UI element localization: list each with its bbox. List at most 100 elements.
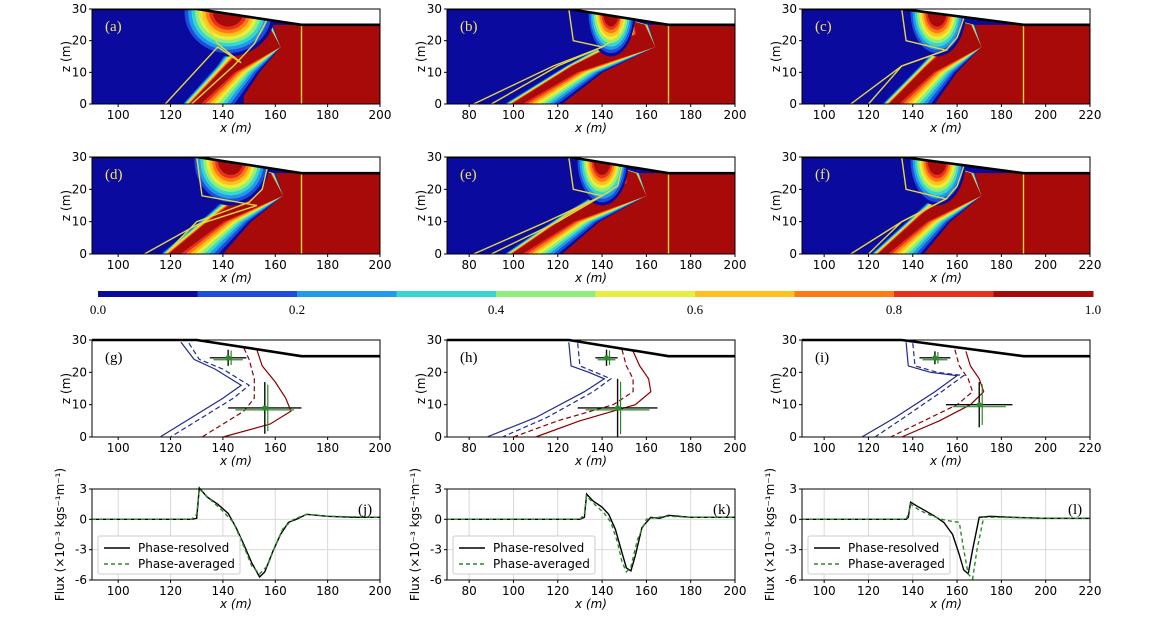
colorbar-segment [396, 291, 497, 297]
colorbar-segment [993, 291, 1094, 297]
panel-label: (d) [105, 167, 123, 183]
axes-frame [801, 339, 1091, 438]
x-axis-label: x (m) [219, 121, 252, 135]
isoline [874, 343, 966, 438]
x-tick-label: 180 [990, 441, 1013, 455]
axes-frame [91, 8, 381, 105]
y-tick-label: 0 [79, 247, 87, 261]
isoline [535, 351, 652, 438]
panel-c: (c) 100 120 140 160 180 200 220 0 10 20 30 x (m) z (m… [769, 2, 1102, 135]
x-tick-label: 100 [813, 584, 836, 598]
x-tick-label: 100 [813, 441, 836, 455]
y-tick-label: 3 [789, 482, 797, 496]
x-tick-label: 120 [159, 441, 182, 455]
legend-box [807, 535, 951, 575]
x-axis-label: x (m) [929, 454, 962, 468]
y-tick-label: 30 [427, 2, 442, 16]
y-tick-label: 30 [427, 333, 442, 347]
x-tick-label: 200 [724, 258, 747, 272]
y-tick-label: 10 [782, 398, 797, 412]
zone-boundary-line [867, 18, 965, 104]
x-axis-label: x (m) [574, 454, 607, 468]
x-tick-label: 180 [316, 584, 339, 598]
legend-entry: Phase-averaged [138, 557, 235, 571]
air-region [92, 9, 380, 25]
x-axis-label: x (m) [219, 597, 252, 611]
x-tick-label: 120 [159, 108, 182, 122]
bed-surface-line [92, 9, 380, 27]
y-tick-label: -3 [430, 543, 442, 557]
colorbar-tick-label: 0.2 [289, 302, 305, 317]
y-tick-label: 10 [427, 65, 442, 79]
panel-label: (l) [1068, 502, 1082, 518]
y-tick-label: 20 [72, 365, 87, 379]
x-tick-label: 160 [264, 258, 287, 272]
y-tick-label: 20 [427, 182, 442, 196]
x-tick-label: 180 [679, 441, 702, 455]
colorbar-tick-label: 0.8 [886, 302, 902, 317]
zone-boundary-line [191, 18, 269, 104]
x-tick-label: 180 [990, 258, 1013, 272]
isoline [201, 347, 255, 438]
panel-label: (k) [713, 502, 731, 518]
axes-frame [446, 156, 736, 255]
y-tick-label: 0 [79, 430, 87, 444]
x-tick-label: 180 [316, 258, 339, 272]
x-tick-label: 120 [546, 258, 569, 272]
plume-band [511, 21, 656, 104]
legend-entry: Phase-averaged [493, 557, 590, 571]
x-tick-label: 200 [369, 258, 392, 272]
bed-surface-line [802, 338, 1090, 358]
x-tick-label: 200 [369, 441, 392, 455]
panel-i: (i) 100 120 140 160 180 200 220 0 10 20 30 x (m) z (m… [769, 333, 1101, 468]
axes-frame [801, 8, 1091, 105]
panel-e: (e) 80 100 120 140 160 180 200 0 10 20 30 x (m) z (m) [414, 150, 747, 285]
isoline [222, 349, 292, 438]
y-tick-label: 0 [434, 430, 442, 444]
x-tick-label: 100 [107, 108, 130, 122]
y-tick-label: 10 [427, 215, 442, 229]
y-tick-label: 3 [79, 482, 87, 496]
x-tick-label: 200 [724, 108, 747, 122]
bed-surface-line [447, 157, 735, 175]
x-tick-label: 160 [635, 258, 658, 272]
legend-entry: Phase-averaged [848, 557, 945, 571]
y-tick-label: 30 [72, 2, 87, 16]
x-tick-label: 120 [857, 584, 880, 598]
x-tick-label: 220 [1079, 108, 1102, 122]
x-tick-label: 100 [813, 108, 836, 122]
isoline [159, 341, 243, 438]
y-tick-label: 0 [434, 247, 442, 261]
x-tick-label: 200 [724, 584, 747, 598]
y-tick-label: 0 [434, 97, 442, 111]
x-tick-label: 180 [679, 258, 702, 272]
colorbar-segment [496, 291, 596, 297]
plot-area [447, 157, 735, 254]
plot-area [447, 9, 735, 104]
colorbar: 0.0 0.2 0.4 0.6 0.8 1.0 [90, 291, 1101, 317]
y-tick-label: 20 [427, 34, 442, 48]
air-region [802, 9, 1090, 25]
x-tick-label: 140 [901, 441, 924, 455]
x-tick-label: 200 [369, 108, 392, 122]
colorbar-tick-label: 0.4 [488, 302, 505, 317]
x-tick-label: 120 [546, 441, 569, 455]
y-tick-label: 30 [72, 333, 87, 347]
plume-band [888, 21, 982, 104]
x-tick-label: 140 [211, 258, 234, 272]
panel-l: (l) Phase-resolved Phase-averaged 100 120 140… [763, 468, 1101, 611]
x-axis-label: x (m) [574, 121, 607, 135]
x-tick-label: 160 [635, 584, 658, 598]
air-region [802, 157, 1090, 174]
y-axis-label: z (m) [769, 190, 783, 221]
x-axis-label: x (m) [929, 597, 962, 611]
x-tick-label: 100 [107, 441, 130, 455]
y-tick-label: 20 [427, 365, 442, 379]
axes-frame [91, 488, 381, 581]
isoline [486, 342, 606, 438]
y-tick-label: 30 [782, 150, 797, 164]
centroid-marker [976, 402, 982, 408]
panel-label: (j) [358, 502, 372, 518]
y-axis-label: z (m) [769, 41, 783, 72]
isoline [890, 349, 974, 438]
